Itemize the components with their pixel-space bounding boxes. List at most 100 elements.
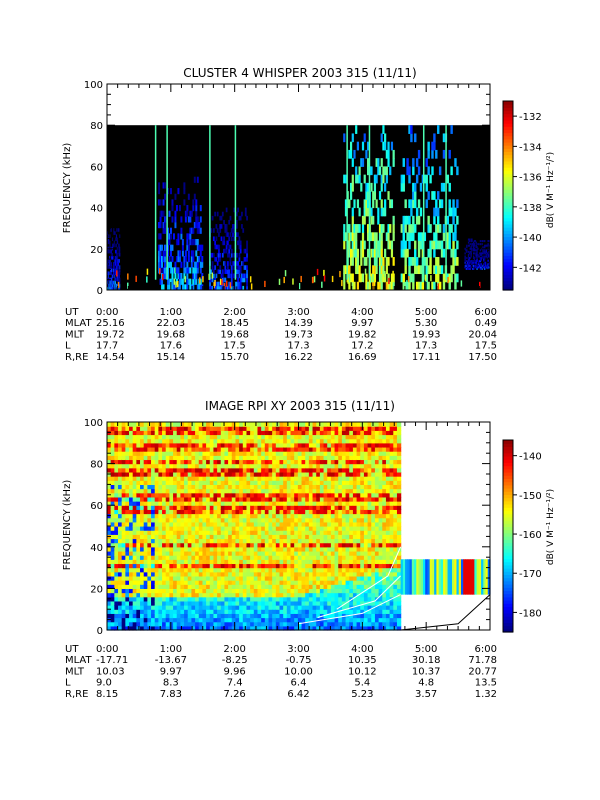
- panel2-cell: [279, 496, 284, 502]
- panel2-cell: [176, 609, 182, 614]
- panel2-cell: [195, 542, 200, 548]
- panel2-cell: [334, 563, 339, 569]
- panel1-cell: [113, 265, 115, 269]
- panel2-cell: [121, 526, 126, 531]
- panel1-cell: [442, 133, 446, 143]
- panel2-cell: [231, 600, 237, 606]
- panel2-cell: [136, 580, 141, 585]
- panel1-cell: [242, 277, 245, 283]
- panel1-cell: [119, 271, 121, 276]
- panel1-cell: [479, 263, 482, 266]
- panel2-cell: [143, 571, 148, 577]
- panel2-cell: [180, 496, 185, 502]
- panel2-cell: [202, 542, 207, 548]
- panel2-cell: [114, 571, 119, 577]
- panel2-cell: [162, 550, 167, 556]
- panel2-cell: [162, 476, 167, 481]
- panel2-cell: [283, 584, 288, 589]
- panel2-cell: [217, 559, 222, 565]
- panel2-cell: [140, 542, 145, 548]
- panel2-cell: [195, 463, 200, 469]
- panel2-cell: [151, 596, 156, 602]
- panel2-cell: [220, 442, 226, 448]
- panel2-cell: [316, 571, 321, 577]
- panel2-cell: [327, 517, 332, 523]
- panel2-cell: [305, 538, 310, 544]
- panel2-cell: [279, 588, 284, 594]
- panel2-cell: [220, 521, 226, 527]
- panel2-cell: [220, 542, 226, 548]
- panel2-cell: [319, 492, 325, 498]
- panel2-cell: [165, 513, 170, 519]
- panel2-cell: [169, 575, 174, 581]
- panel1-ephem-value: 17.3: [415, 341, 437, 352]
- panel1-cell: [343, 232, 346, 242]
- panel2-cell: [242, 455, 248, 461]
- panel2-cell: [162, 455, 167, 461]
- panel2-cell: [121, 434, 126, 440]
- panel2-cell: [158, 496, 163, 502]
- panel2-cell: [125, 621, 130, 627]
- panel2-cell: [224, 609, 229, 614]
- panel2-cell: [220, 484, 226, 490]
- panel1-cell: [454, 257, 457, 266]
- panel1-cell: [392, 215, 395, 225]
- panel1-cell: [450, 273, 453, 283]
- panel1-cell: [232, 228, 234, 233]
- panel1-cell: [384, 133, 387, 143]
- panel2-cell: [334, 580, 339, 585]
- panel2-cell: [165, 605, 170, 610]
- panel2-cell: [162, 484, 167, 490]
- panel2-cell: [165, 588, 170, 594]
- panel2-cell: [180, 588, 185, 594]
- panel2-cell: [191, 596, 196, 602]
- panel2-cell: [202, 521, 207, 527]
- panel2-cell: [176, 580, 182, 585]
- panel2-cell: [305, 471, 310, 477]
- panel2-cell: [125, 492, 130, 498]
- panel2-cell: [341, 434, 347, 440]
- panel2-cell: [294, 434, 299, 440]
- panel2-cell: [297, 517, 303, 523]
- panel1-spike: [437, 283, 439, 290]
- panel1-spike: [331, 275, 334, 283]
- panel1-cell: [370, 248, 373, 258]
- panel2-cell: [169, 613, 174, 619]
- panel2-cell: [301, 609, 306, 614]
- panel1-spike: [313, 276, 316, 283]
- panel2-cell: [213, 430, 218, 436]
- panel2-cell: [154, 555, 159, 560]
- panel2-cell: [327, 563, 332, 569]
- panel1-cell: [472, 261, 474, 264]
- panel1-cell: [410, 232, 413, 242]
- panel1-cell: [373, 273, 377, 283]
- panel1-cell: [487, 240, 489, 243]
- panel1-cell: [468, 267, 471, 270]
- panel1-cell: [414, 182, 417, 192]
- panel2-cell: [228, 580, 233, 585]
- panel2-cell: [330, 467, 336, 473]
- panel2-cell: [246, 492, 251, 498]
- panel2-cell: [187, 575, 193, 581]
- panel1-cell: [414, 248, 417, 258]
- panel2-cell: [180, 513, 185, 519]
- panel2-cell: [341, 509, 347, 515]
- panel2-cell: [140, 492, 145, 498]
- panel2-cell: [275, 492, 281, 498]
- panel1-cell: [195, 210, 198, 217]
- panel2-cell: [195, 530, 200, 535]
- panel2-cell: [338, 467, 343, 473]
- panel1-cell: [174, 261, 177, 268]
- panel1-cell: [373, 248, 377, 258]
- panel2-cell: [312, 438, 317, 444]
- panel2-cell: [114, 588, 119, 594]
- panel2-cell: [209, 580, 215, 585]
- panel2-cell: [301, 463, 306, 469]
- panel2-cell: [312, 496, 317, 502]
- panel2-cell: [305, 521, 310, 527]
- panel2-cell: [165, 559, 170, 565]
- panel1-colorbar-cell: [503, 110, 513, 115]
- panel2-cell: [290, 521, 295, 527]
- panel2-cell: [301, 430, 306, 436]
- panel2-cell: [312, 480, 317, 485]
